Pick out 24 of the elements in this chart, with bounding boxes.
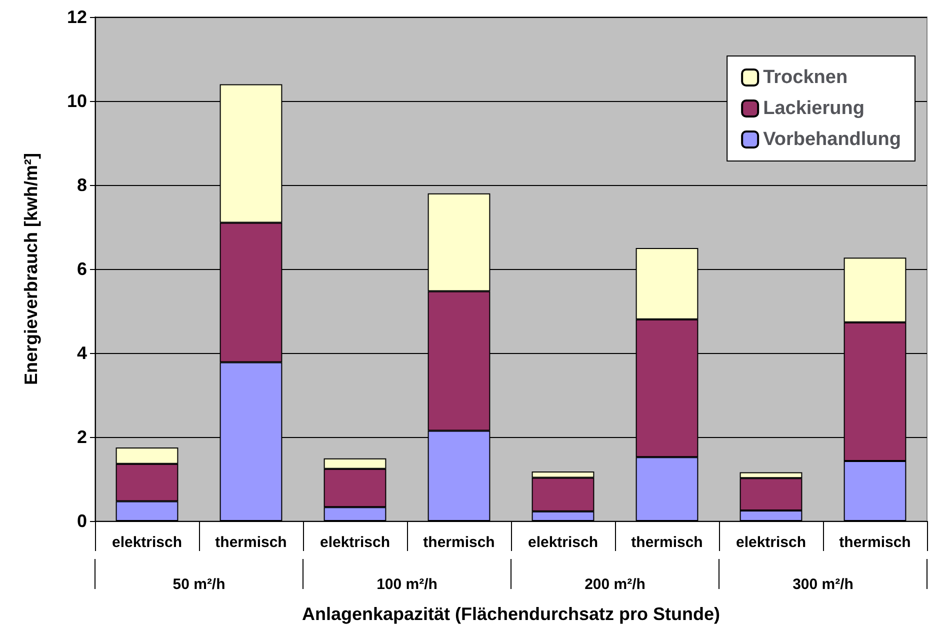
x-tick-label: elektrisch [736, 534, 806, 551]
y-tick-label: 10 [66, 91, 87, 111]
text: 50 m²/h [172, 576, 226, 593]
x-tick-label: thermisch [215, 534, 287, 551]
x-tick-label: thermisch [423, 534, 495, 551]
x-tick-label: elektrisch [320, 534, 390, 551]
x-tick-label: elektrisch [112, 534, 182, 551]
x-tick-label: thermisch [839, 534, 911, 551]
y-tick-label: 6 [76, 259, 87, 279]
y-tick-label: 2 [76, 427, 87, 447]
y-tick-label: 4 [76, 343, 87, 363]
legend-label: Lackierung [763, 98, 864, 119]
x-tick-label: elektrisch [528, 534, 598, 551]
text: 200 m²/h [584, 576, 646, 593]
y-tick-label: 0 [76, 511, 87, 531]
y-tick-label: 8 [76, 175, 87, 195]
legend-label: Vorbehandlung [763, 129, 902, 150]
legend-label: Trocknen [763, 67, 848, 88]
text: 100 m²/h [376, 576, 438, 593]
text: 300 m²/h [792, 576, 854, 593]
x-axis-title: Anlagenkapazität (Flächendurchsatz pro Stunde) [302, 604, 720, 624]
y-tick-label: 12 [66, 7, 87, 27]
x-tick-label: thermisch [631, 534, 703, 551]
y-axis-title: Energieverbrauch [kwh/m²] [21, 152, 41, 386]
